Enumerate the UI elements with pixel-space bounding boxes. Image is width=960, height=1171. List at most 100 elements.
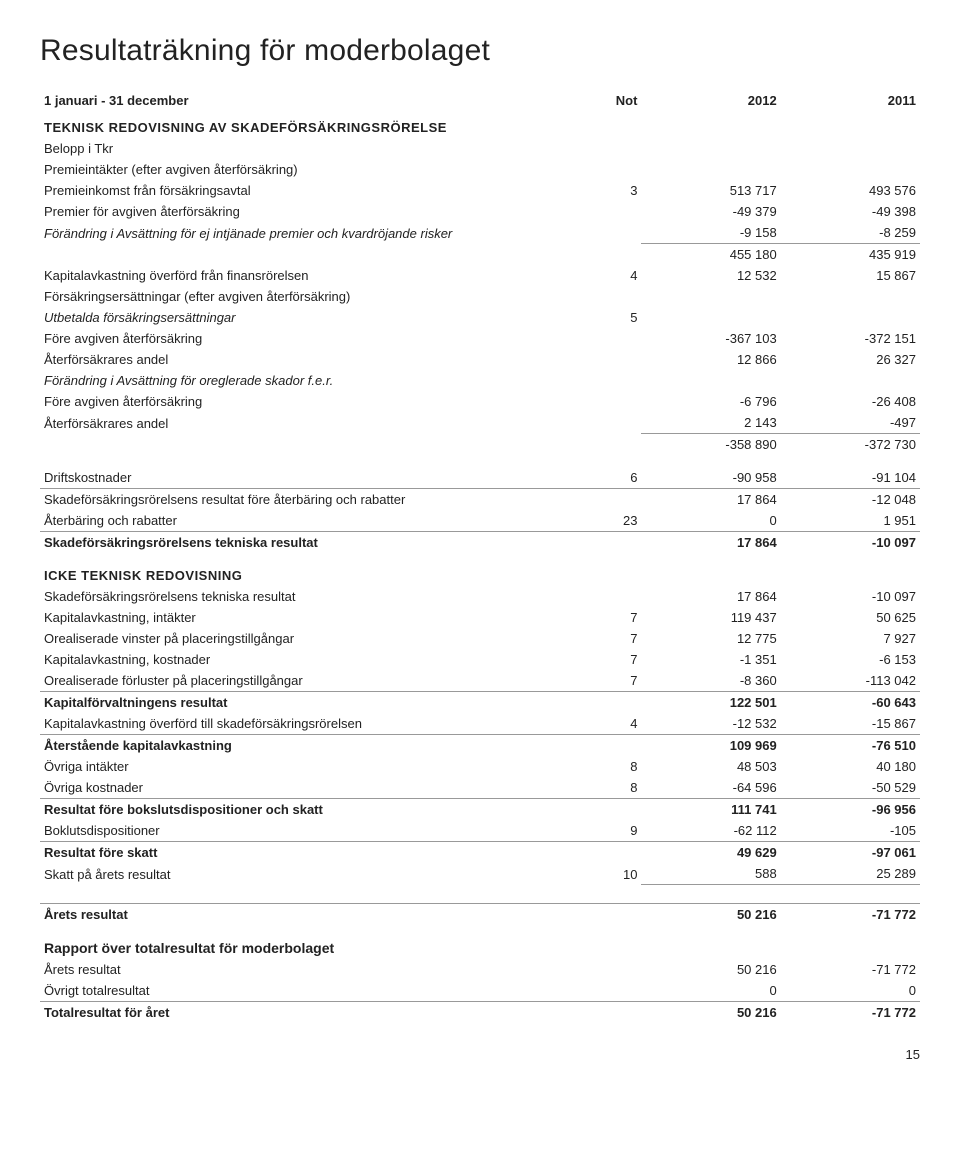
row-label: Premieintäkter (efter avgiven återförsäk… bbox=[40, 159, 573, 180]
value-y2: -26 408 bbox=[781, 391, 920, 412]
value-y1: -358 890 bbox=[641, 434, 780, 456]
table-row: Kapitalavkastning, kostnader 7 -1 351 -6… bbox=[40, 649, 920, 670]
row-label: Premieinkomst från försäkringsavtal bbox=[40, 180, 573, 201]
table-row: Skatt på årets resultat 10 588 25 289 bbox=[40, 863, 920, 885]
value-y1: -49 379 bbox=[641, 201, 780, 222]
value-y2: -10 097 bbox=[781, 586, 920, 607]
value-y2: -12 048 bbox=[781, 489, 920, 511]
table-row: Orealiserade vinster på placeringstillgå… bbox=[40, 628, 920, 649]
year2-header: 2011 bbox=[781, 90, 920, 111]
value-y2: -497 bbox=[781, 412, 920, 434]
table-row: Kapitalavkastning överförd från finansrö… bbox=[40, 265, 920, 286]
value-y1: 122 501 bbox=[641, 692, 780, 714]
value-y2: 15 867 bbox=[781, 265, 920, 286]
note-ref: 9 bbox=[573, 820, 642, 842]
row-label: Kapitalavkastning, intäkter bbox=[40, 607, 573, 628]
value-y1: 50 216 bbox=[641, 1002, 780, 1024]
note-ref: 8 bbox=[573, 777, 642, 799]
table-row: Förändring i Avsättning för oreglerade s… bbox=[40, 370, 920, 391]
note-ref: 10 bbox=[573, 863, 642, 885]
row-label: Övriga intäkter bbox=[40, 756, 573, 777]
value-y2: 493 576 bbox=[781, 180, 920, 201]
section-heading: ICKE TEKNISK REDOVISNING bbox=[40, 565, 920, 586]
value-y2: -8 259 bbox=[781, 222, 920, 244]
not-header: Not bbox=[573, 90, 642, 111]
value-y2: -372 151 bbox=[781, 328, 920, 349]
table-row: Skadeförsäkringsrörelsens tekniska resul… bbox=[40, 586, 920, 607]
value-y2: -113 042 bbox=[781, 670, 920, 692]
table-row: Premier för avgiven återförsäkring -49 3… bbox=[40, 201, 920, 222]
value-y1: -9 158 bbox=[641, 222, 780, 244]
row-label: Boklutsdispositioner bbox=[40, 820, 573, 842]
year1-header: 2012 bbox=[641, 90, 780, 111]
value-y1: -1 351 bbox=[641, 649, 780, 670]
value-y1: 48 503 bbox=[641, 756, 780, 777]
table-row: Boklutsdispositioner 9 -62 112 -105 bbox=[40, 820, 920, 842]
value-y2: 26 327 bbox=[781, 349, 920, 370]
value-y2: 40 180 bbox=[781, 756, 920, 777]
table-row: Kapitalförvaltningens resultat 122 501 -… bbox=[40, 692, 920, 714]
table-row: Före avgiven återförsäkring -367 103 -37… bbox=[40, 328, 920, 349]
row-label: Förändring i Avsättning för ej intjänade… bbox=[40, 222, 573, 244]
value-y1: 17 864 bbox=[641, 532, 780, 554]
value-y1: 17 864 bbox=[641, 586, 780, 607]
value-y2: -76 510 bbox=[781, 735, 920, 757]
note-ref: 3 bbox=[573, 180, 642, 201]
value-y1: -64 596 bbox=[641, 777, 780, 799]
row-label: Kapitalförvaltningens resultat bbox=[40, 692, 573, 714]
row-label: Utbetalda försäkringsersättningar bbox=[40, 307, 573, 328]
row-label: Återförsäkrares andel bbox=[40, 349, 573, 370]
table-row: Orealiserade förluster på placeringstill… bbox=[40, 670, 920, 692]
value-y1: -6 796 bbox=[641, 391, 780, 412]
value-y2: -15 867 bbox=[781, 713, 920, 735]
table-row: Årets resultat 50 216 -71 772 bbox=[40, 959, 920, 980]
table-row: Återstående kapitalavkastning 109 969 -7… bbox=[40, 735, 920, 757]
section-heading: TEKNISK REDOVISNING AV SKADEFÖRSÄKRINGSR… bbox=[40, 117, 920, 138]
section-heading: Rapport över totalresultat för moderbola… bbox=[40, 937, 920, 959]
value-y1: 50 216 bbox=[641, 904, 780, 926]
note-ref: 8 bbox=[573, 756, 642, 777]
table-row: Utbetalda försäkringsersättningar 5 bbox=[40, 307, 920, 328]
row-label: Försäkringsersättningar (efter avgiven å… bbox=[40, 286, 573, 307]
page-title: Resultaträkning för moderbolaget bbox=[40, 34, 920, 68]
value-y2: -50 529 bbox=[781, 777, 920, 799]
note-ref: 23 bbox=[573, 510, 642, 532]
value-y2: 7 927 bbox=[781, 628, 920, 649]
value-y1: 49 629 bbox=[641, 842, 780, 864]
row-label: Årets resultat bbox=[40, 904, 573, 926]
table-row: Kapitalavkastning överförd till skadeför… bbox=[40, 713, 920, 735]
row-label: Återbäring och rabatter bbox=[40, 510, 573, 532]
row-label: Före avgiven återförsäkring bbox=[40, 391, 573, 412]
row-label: Skadeförsäkringsrörelsens tekniska resul… bbox=[40, 532, 573, 554]
table-row: Övriga kostnader 8 -64 596 -50 529 bbox=[40, 777, 920, 799]
table-row: Före avgiven återförsäkring -6 796 -26 4… bbox=[40, 391, 920, 412]
value-y2: -372 730 bbox=[781, 434, 920, 456]
row-label: Skatt på årets resultat bbox=[40, 863, 573, 885]
value-y1: -62 112 bbox=[641, 820, 780, 842]
value-y1: 0 bbox=[641, 980, 780, 1002]
table-row: TEKNISK REDOVISNING AV SKADEFÖRSÄKRINGSR… bbox=[40, 117, 920, 138]
table-row: Övriga intäkter 8 48 503 40 180 bbox=[40, 756, 920, 777]
row-label: Orealiserade vinster på placeringstillgå… bbox=[40, 628, 573, 649]
note-ref: 7 bbox=[573, 607, 642, 628]
row-label: Kapitalavkastning överförd från finansrö… bbox=[40, 265, 573, 286]
row-label: Förändring i Avsättning för oreglerade s… bbox=[40, 370, 573, 391]
table-row: Återbäring och rabatter 23 0 1 951 bbox=[40, 510, 920, 532]
value-y1: 12 532 bbox=[641, 265, 780, 286]
value-y1: 2 143 bbox=[641, 412, 780, 434]
row-label: Totalresultat för året bbox=[40, 1002, 573, 1024]
row-label: Återstående kapitalavkastning bbox=[40, 735, 573, 757]
value-y2: -71 772 bbox=[781, 904, 920, 926]
value-y1: 455 180 bbox=[641, 244, 780, 266]
subtotal-row: 455 180 435 919 bbox=[40, 244, 920, 266]
value-y1: -12 532 bbox=[641, 713, 780, 735]
value-y2: 50 625 bbox=[781, 607, 920, 628]
value-y2: 1 951 bbox=[781, 510, 920, 532]
table-row: Premieintäkter (efter avgiven återförsäk… bbox=[40, 159, 920, 180]
table-row: Återförsäkrares andel 2 143 -497 bbox=[40, 412, 920, 434]
value-y2: -60 643 bbox=[781, 692, 920, 714]
table-row: Premieinkomst från försäkringsavtal 3 51… bbox=[40, 180, 920, 201]
value-y1: 111 741 bbox=[641, 799, 780, 821]
period-label: 1 januari - 31 december bbox=[40, 90, 573, 111]
table-row: Återförsäkrares andel 12 866 26 327 bbox=[40, 349, 920, 370]
